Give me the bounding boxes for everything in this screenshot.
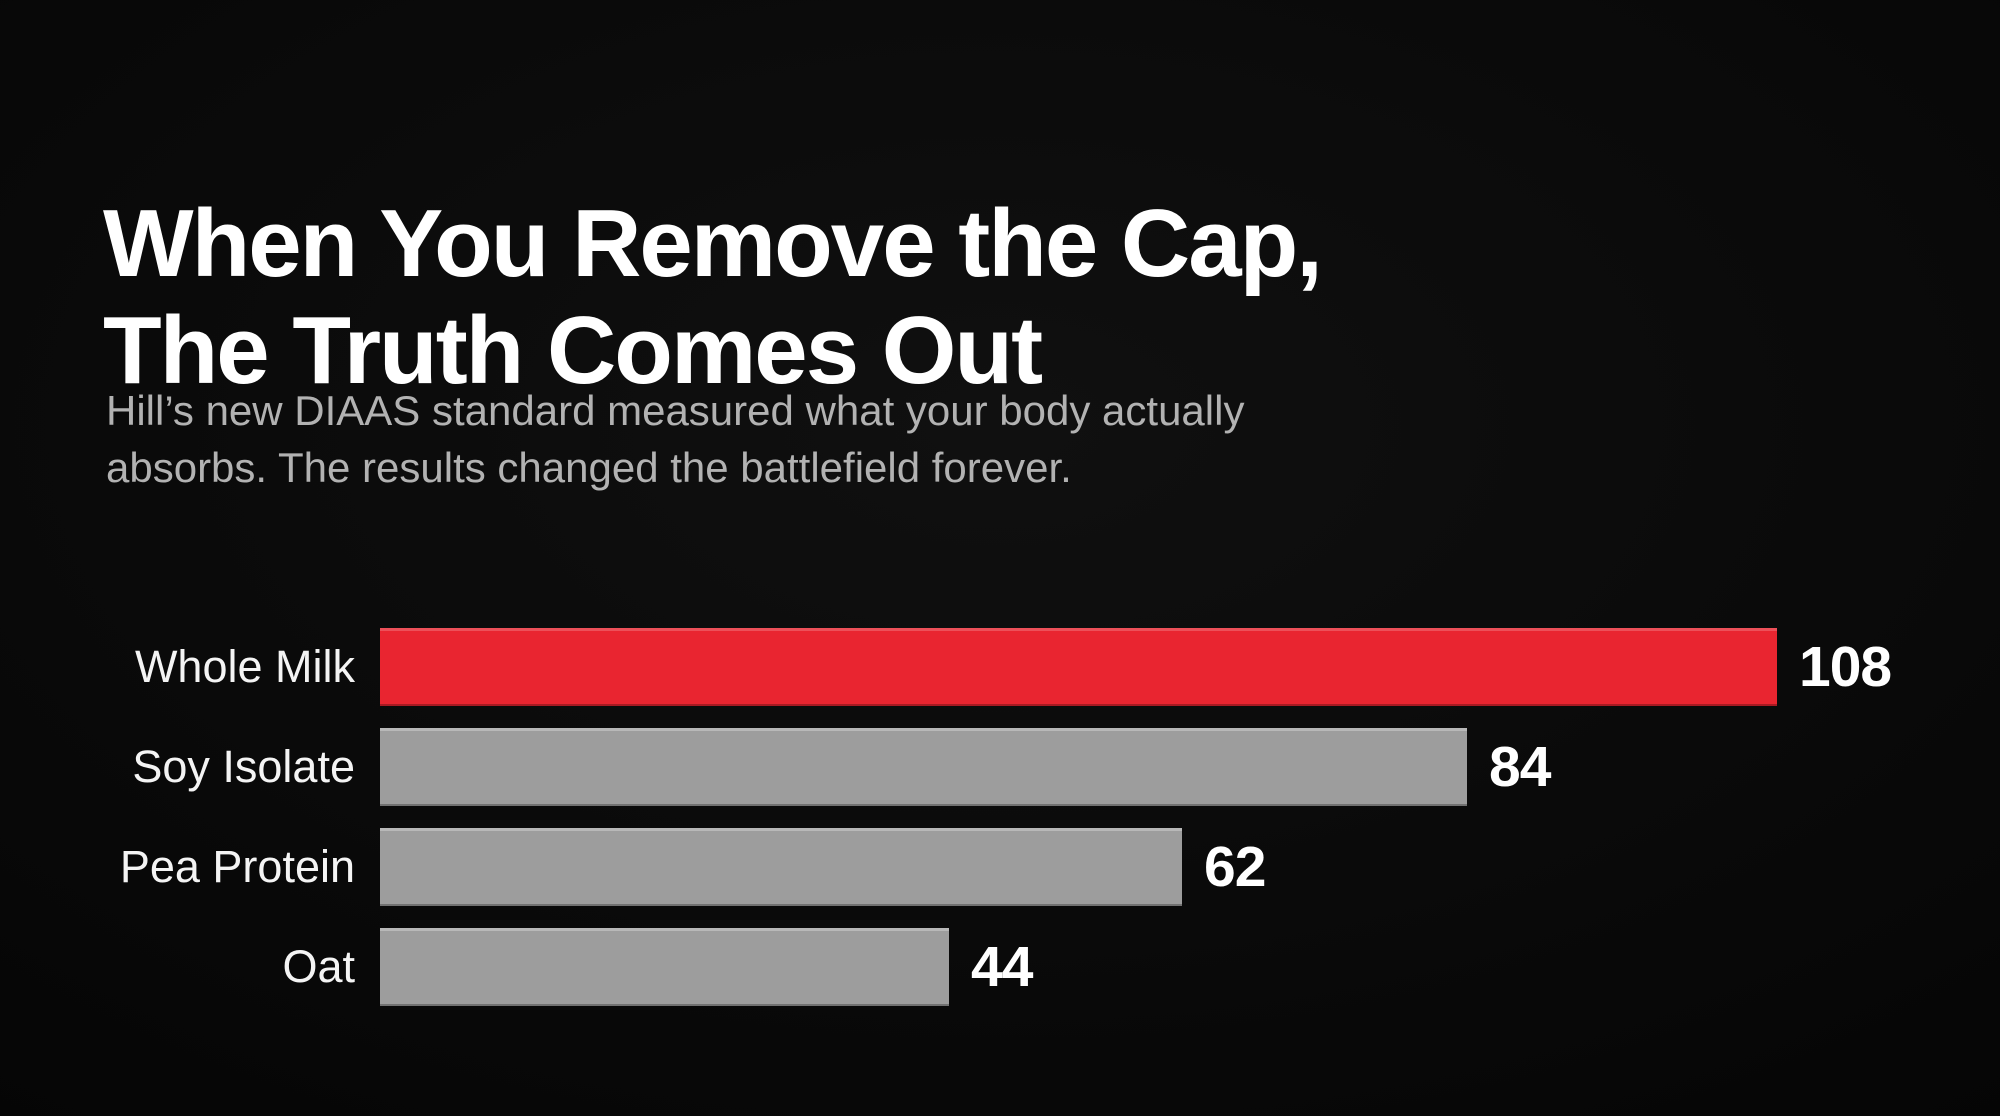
- bar-value-soy-isolate: 84: [1489, 735, 1551, 799]
- page-subtitle-line-2: absorbs. The results changed the battlef…: [106, 444, 1072, 491]
- page-subtitle: Hill’s new DIAAS standard measured what …: [106, 382, 1244, 496]
- bar-oat: [380, 928, 949, 1006]
- bar-label-whole-milk: Whole Milk: [134, 641, 355, 692]
- bar-row-soy-isolate: Soy Isolate 84: [0, 728, 2000, 806]
- bar-label-oat: Oat: [282, 941, 355, 992]
- bar-row-oat: Oat 44: [0, 928, 2000, 1006]
- bar-soy-isolate: [380, 728, 1467, 806]
- bar-whole-milk: [380, 628, 1777, 706]
- bar-row-whole-milk: Whole Milk 108: [0, 628, 2000, 706]
- page-subtitle-line-1: Hill’s new DIAAS standard measured what …: [106, 387, 1245, 434]
- page-title-line-1: When You Remove the Cap,: [103, 190, 1323, 298]
- bar-label-soy-isolate: Soy Isolate: [132, 741, 355, 792]
- bar-value-whole-milk: 108: [1799, 635, 1892, 699]
- page-title: When You Remove the Cap, The Truth Comes…: [103, 190, 1323, 405]
- bar-value-oat: 44: [971, 935, 1033, 999]
- bar-pea-protein: [380, 828, 1182, 906]
- bar-chart: Whole Milk 108 Soy Isolate 84 Pea Protei…: [0, 628, 2000, 1028]
- page-title-line-2: The Truth Comes Out: [103, 297, 1043, 405]
- bar-label-pea-protein: Pea Protein: [119, 841, 355, 892]
- bar-value-pea-protein: 62: [1204, 835, 1266, 899]
- bar-row-pea-protein: Pea Protein 62: [0, 828, 2000, 906]
